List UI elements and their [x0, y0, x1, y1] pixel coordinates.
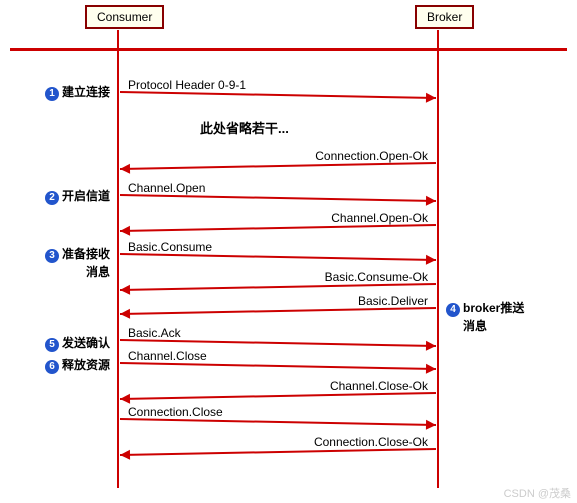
- participant-consumer: Consumer: [85, 5, 164, 29]
- lifeline-consumer: [117, 30, 119, 488]
- step-note: 3准备接收消息: [45, 245, 110, 280]
- top-separator: [10, 48, 567, 51]
- message-label: Basic.Ack: [128, 326, 181, 340]
- step-number-icon: 2: [45, 191, 59, 205]
- step-note: 5发送确认: [45, 334, 110, 352]
- message-label: Channel.Open: [128, 181, 205, 195]
- message-label: Channel.Close-Ok: [330, 379, 428, 393]
- message-label: Connection.Close: [128, 405, 223, 419]
- message-label: Channel.Close: [128, 349, 207, 363]
- lifeline-broker: [437, 30, 439, 488]
- center-ellipsis-note: 此处省略若干...: [200, 118, 289, 137]
- participant-broker: Broker: [415, 5, 474, 29]
- step-note: 2开启信道: [45, 187, 110, 205]
- step-number-icon: 6: [45, 360, 59, 374]
- step-number-icon: 5: [45, 338, 59, 352]
- step-note: 6释放资源: [45, 356, 110, 374]
- message-label: Connection.Close-Ok: [314, 435, 428, 449]
- sequence-diagram: Consumer Broker Protocol Header 0-9-1 Con…: [0, 0, 577, 503]
- step-note: 4broker推送消息: [446, 299, 524, 334]
- message-label: Protocol Header 0-9-1: [128, 78, 246, 92]
- message-label: Connection.Open-Ok: [315, 149, 428, 163]
- step-number-icon: 3: [45, 249, 59, 263]
- message-label: Channel.Open-Ok: [331, 211, 428, 225]
- watermark: CSDN @茂桑: [504, 485, 571, 501]
- participant-broker-label: Broker: [427, 10, 462, 24]
- message-label: Basic.Consume: [128, 240, 212, 254]
- step-number-icon: 1: [45, 87, 59, 101]
- message-label: Basic.Consume-Ok: [325, 270, 428, 284]
- participant-consumer-label: Consumer: [97, 10, 152, 24]
- step-number-icon: 4: [446, 303, 460, 317]
- step-note: 1建立连接: [45, 83, 110, 101]
- message-label: Basic.Deliver: [358, 294, 428, 308]
